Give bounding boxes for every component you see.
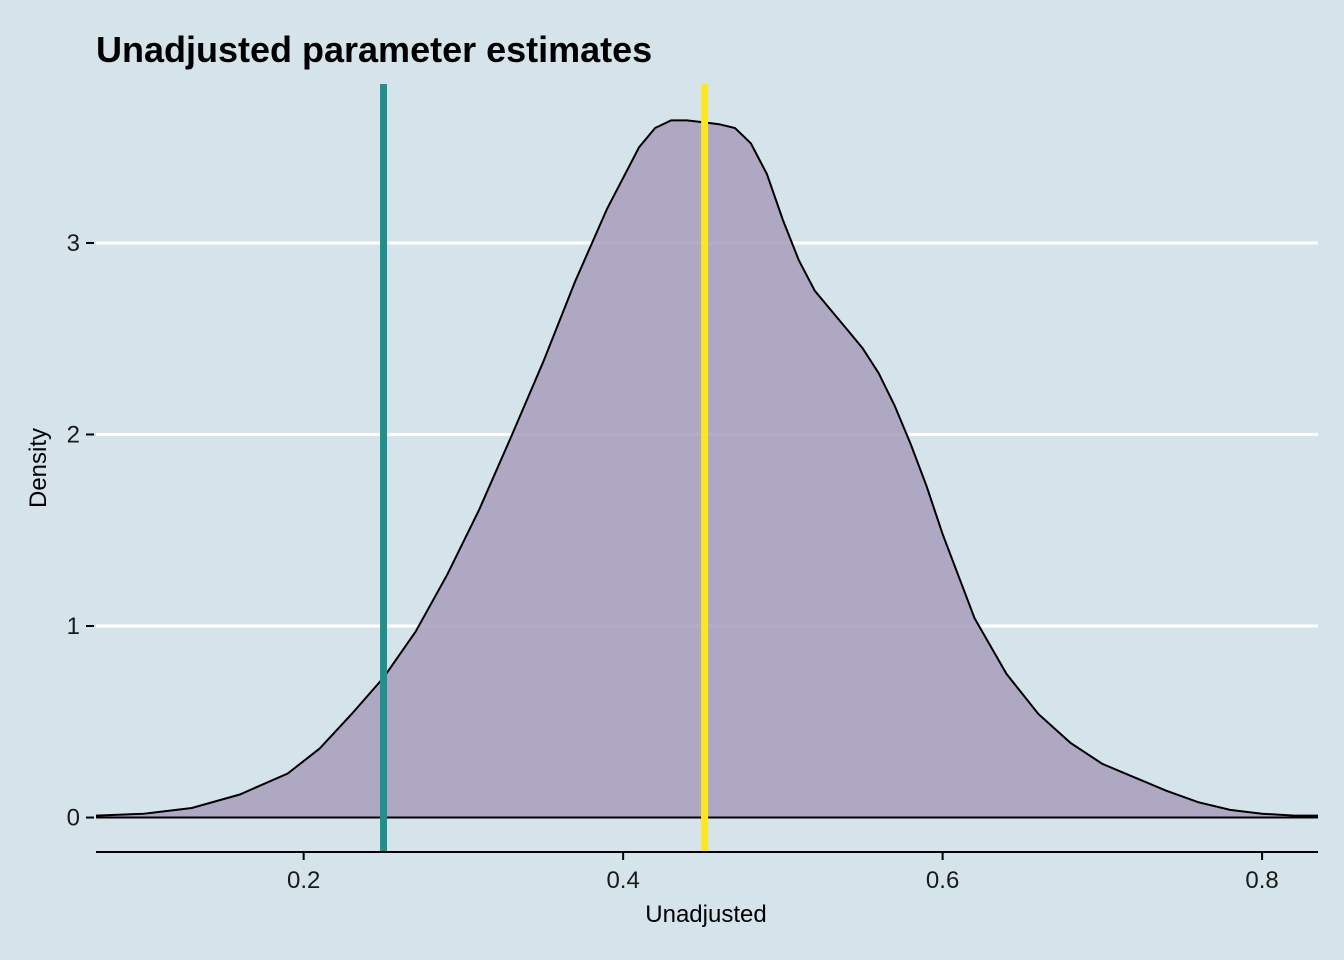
chart-title: Unadjusted parameter estimates xyxy=(96,29,652,70)
y-axis-label: Density xyxy=(25,428,52,508)
x-tick-label-0.2: 0.2 xyxy=(287,867,320,894)
x-axis-label: Unadjusted xyxy=(645,901,766,928)
x-tick-label-0.4: 0.4 xyxy=(606,867,639,894)
reference-lines xyxy=(380,84,709,852)
axes: 0.2 0.4 0.6 0.8 0 1 2 3 xyxy=(67,230,1318,894)
y-tick-label-3: 3 xyxy=(67,230,80,257)
y-tick-label-2: 2 xyxy=(67,421,80,448)
x-tick-label-0.8: 0.8 xyxy=(1245,867,1278,894)
density-outline xyxy=(95,119,1318,817)
y-tick-label-0: 0 xyxy=(67,805,80,832)
x-tick-label-0.6: 0.6 xyxy=(926,867,959,894)
y-tick-label-1: 1 xyxy=(67,613,80,640)
